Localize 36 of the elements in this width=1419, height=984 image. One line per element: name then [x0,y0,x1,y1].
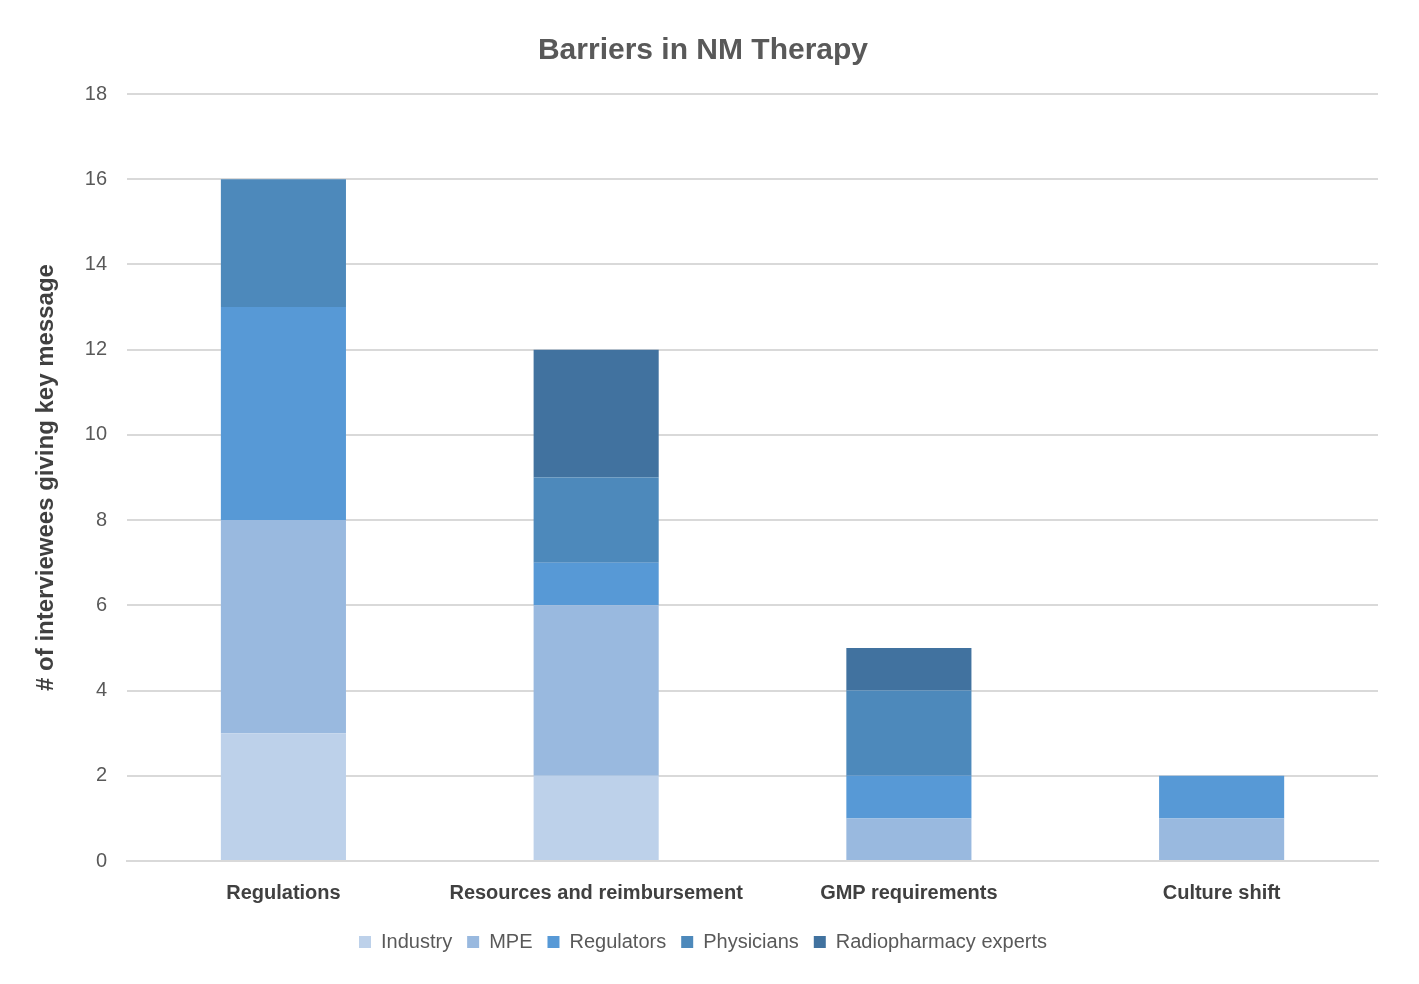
bar [533,605,659,776]
legend-label: Regulators [569,929,667,952]
y-tick-label: 18 [84,81,108,104]
bar [846,647,972,691]
x-tick-label: Regulations [226,880,341,903]
y-tick-label: 16 [84,166,108,189]
x-tick-label: Resources and reimbursement [449,880,744,903]
y-tick-label: 8 [95,507,108,530]
y-tick-label: 2 [95,763,108,786]
bar [220,179,346,308]
y-tick-label: 14 [84,251,108,274]
x-tick-label: Culture shift [1162,880,1281,903]
bar [533,477,659,563]
legend-label: Industry [381,929,453,952]
legend-label: Physicians [703,929,799,952]
bar [220,733,346,860]
chart-title: Barriers in NM Therapy [537,32,869,66]
bar [533,562,659,606]
y-tick-label: 0 [95,848,108,871]
y-tick-label: 10 [84,422,108,445]
x-tick-label: GMP requirements [820,880,998,903]
bar [220,520,346,734]
bar [220,307,346,521]
y-tick-label: 4 [95,678,108,701]
legend-label: Radiopharmacy experts [835,929,1048,952]
bar [1159,818,1285,860]
bar [533,349,659,478]
bar [846,690,972,776]
bar [533,775,659,860]
bar [846,775,972,819]
legend-label: MPE [489,929,533,952]
y-axis-title: # of interviewees giving key message [31,264,59,691]
y-tick-label: 12 [84,337,108,360]
bar [846,818,972,860]
y-tick-label: 6 [95,592,108,615]
bar [1159,775,1285,819]
